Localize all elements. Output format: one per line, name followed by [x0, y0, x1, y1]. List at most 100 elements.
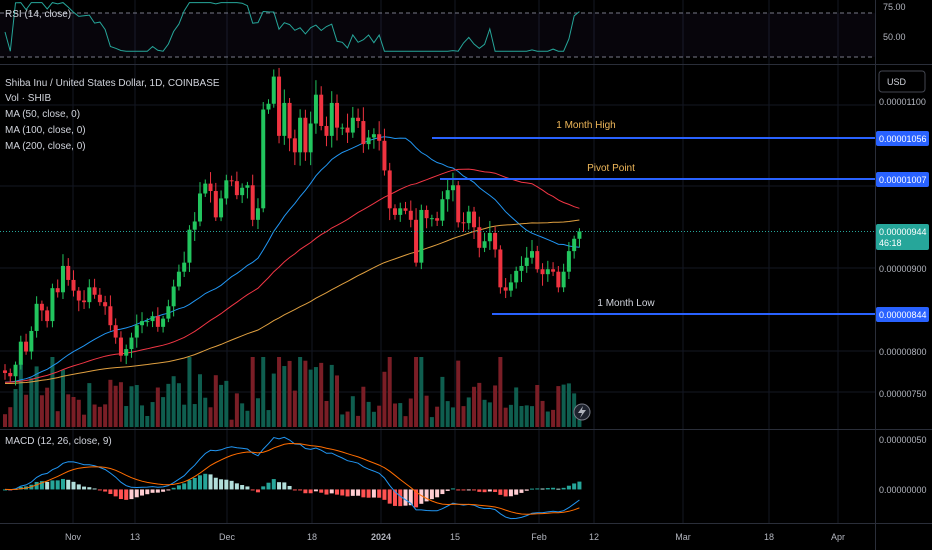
candle[interactable]	[524, 246, 529, 273]
currency-button-label[interactable]: USD	[887, 77, 907, 87]
candle[interactable]	[361, 107, 366, 153]
candle[interactable]	[171, 279, 176, 317]
candle[interactable]	[277, 67, 282, 144]
candle[interactable]	[255, 198, 260, 230]
candle[interactable]	[155, 307, 160, 332]
candle[interactable]	[229, 175, 234, 187]
candle[interactable]	[39, 300, 44, 322]
candles[interactable]	[3, 67, 582, 386]
candle[interactable]	[134, 314, 139, 348]
candle[interactable]	[182, 251, 187, 277]
candle[interactable]	[308, 111, 313, 166]
candle[interactable]	[18, 335, 23, 370]
candle[interactable]	[387, 162, 392, 221]
level-lines[interactable]: 1 Month High Pivot Point 1 Month Low	[432, 120, 875, 315]
candle[interactable]	[213, 182, 218, 222]
candle[interactable]	[187, 225, 192, 272]
candle[interactable]	[250, 174, 255, 227]
candle[interactable]	[440, 191, 445, 226]
candle[interactable]	[371, 128, 376, 149]
currency-button[interactable]	[878, 70, 926, 93]
candle[interactable]	[540, 263, 545, 286]
candle[interactable]	[340, 123, 345, 136]
candle[interactable]	[319, 86, 324, 131]
candle[interactable]	[392, 204, 397, 220]
candle[interactable]	[292, 129, 297, 166]
candle[interactable]	[514, 266, 519, 289]
candle[interactable]	[377, 121, 382, 151]
candle[interactable]	[219, 190, 224, 222]
candle[interactable]	[335, 94, 340, 141]
candle[interactable]	[282, 89, 287, 145]
candle[interactable]	[197, 182, 202, 227]
candle[interactable]	[461, 212, 466, 232]
candle[interactable]	[414, 208, 419, 267]
candle[interactable]	[477, 216, 482, 258]
candle[interactable]	[303, 109, 308, 161]
candle[interactable]	[530, 240, 534, 264]
candle[interactable]	[129, 332, 134, 358]
candle[interactable]	[345, 113, 350, 143]
candle[interactable]	[329, 91, 334, 148]
candle[interactable]	[298, 109, 303, 166]
price-scale[interactable]: 75.00 50.00 USD 0.00001100 0.00001056 0.…	[876, 2, 929, 495]
candle[interactable]	[71, 270, 76, 297]
candle[interactable]	[261, 102, 266, 213]
candle[interactable]	[203, 179, 208, 197]
candle[interactable]	[3, 364, 7, 380]
candle[interactable]	[287, 98, 292, 152]
candle[interactable]	[466, 205, 471, 230]
candle[interactable]	[324, 116, 329, 147]
candle[interactable]	[545, 260, 550, 282]
candle[interactable]	[161, 315, 166, 333]
candle[interactable]	[92, 278, 97, 299]
candle[interactable]	[456, 181, 461, 228]
candle[interactable]	[176, 264, 181, 291]
candle[interactable]	[55, 279, 60, 298]
candle[interactable]	[382, 128, 387, 176]
candle[interactable]	[519, 256, 524, 283]
candle[interactable]	[503, 278, 508, 299]
candle[interactable]	[13, 361, 18, 386]
candle[interactable]	[29, 326, 34, 360]
candle[interactable]	[34, 296, 39, 338]
candle[interactable]	[450, 172, 455, 202]
lightning-icon[interactable]	[573, 403, 591, 421]
candle[interactable]	[224, 174, 229, 205]
candle[interactable]	[45, 306, 50, 328]
candle[interactable]	[50, 283, 55, 328]
candle[interactable]	[87, 279, 92, 309]
candle[interactable]	[366, 129, 371, 150]
candle[interactable]	[561, 263, 566, 293]
candle[interactable]	[234, 171, 239, 200]
candle[interactable]	[97, 288, 102, 306]
candle[interactable]	[266, 99, 271, 114]
candle[interactable]	[103, 295, 108, 315]
candle[interactable]	[572, 235, 577, 259]
candle[interactable]	[487, 220, 492, 250]
candle[interactable]	[24, 333, 29, 355]
candle[interactable]	[482, 232, 487, 253]
candle[interactable]	[472, 206, 477, 239]
candle[interactable]	[145, 318, 150, 327]
candle[interactable]	[271, 69, 276, 108]
candle[interactable]	[124, 344, 129, 365]
candle[interactable]	[356, 108, 361, 128]
candle[interactable]	[403, 201, 408, 215]
candle[interactable]	[118, 331, 123, 362]
candle[interactable]	[108, 295, 113, 331]
candle[interactable]	[240, 183, 245, 204]
candle[interactable]	[350, 106, 355, 138]
candle[interactable]	[208, 172, 213, 203]
time-axis[interactable]: Nov 13 Dec 18 2024 15 Feb 12 Mar 18 Apr	[65, 532, 845, 542]
candle[interactable]	[508, 274, 513, 297]
candle[interactable]	[398, 202, 403, 222]
candle[interactable]	[445, 178, 450, 212]
candle[interactable]	[429, 214, 434, 227]
candle[interactable]	[245, 181, 250, 199]
candle[interactable]	[82, 290, 87, 309]
candle[interactable]	[498, 245, 503, 294]
candle[interactable]	[113, 318, 118, 344]
candle[interactable]	[8, 368, 13, 383]
